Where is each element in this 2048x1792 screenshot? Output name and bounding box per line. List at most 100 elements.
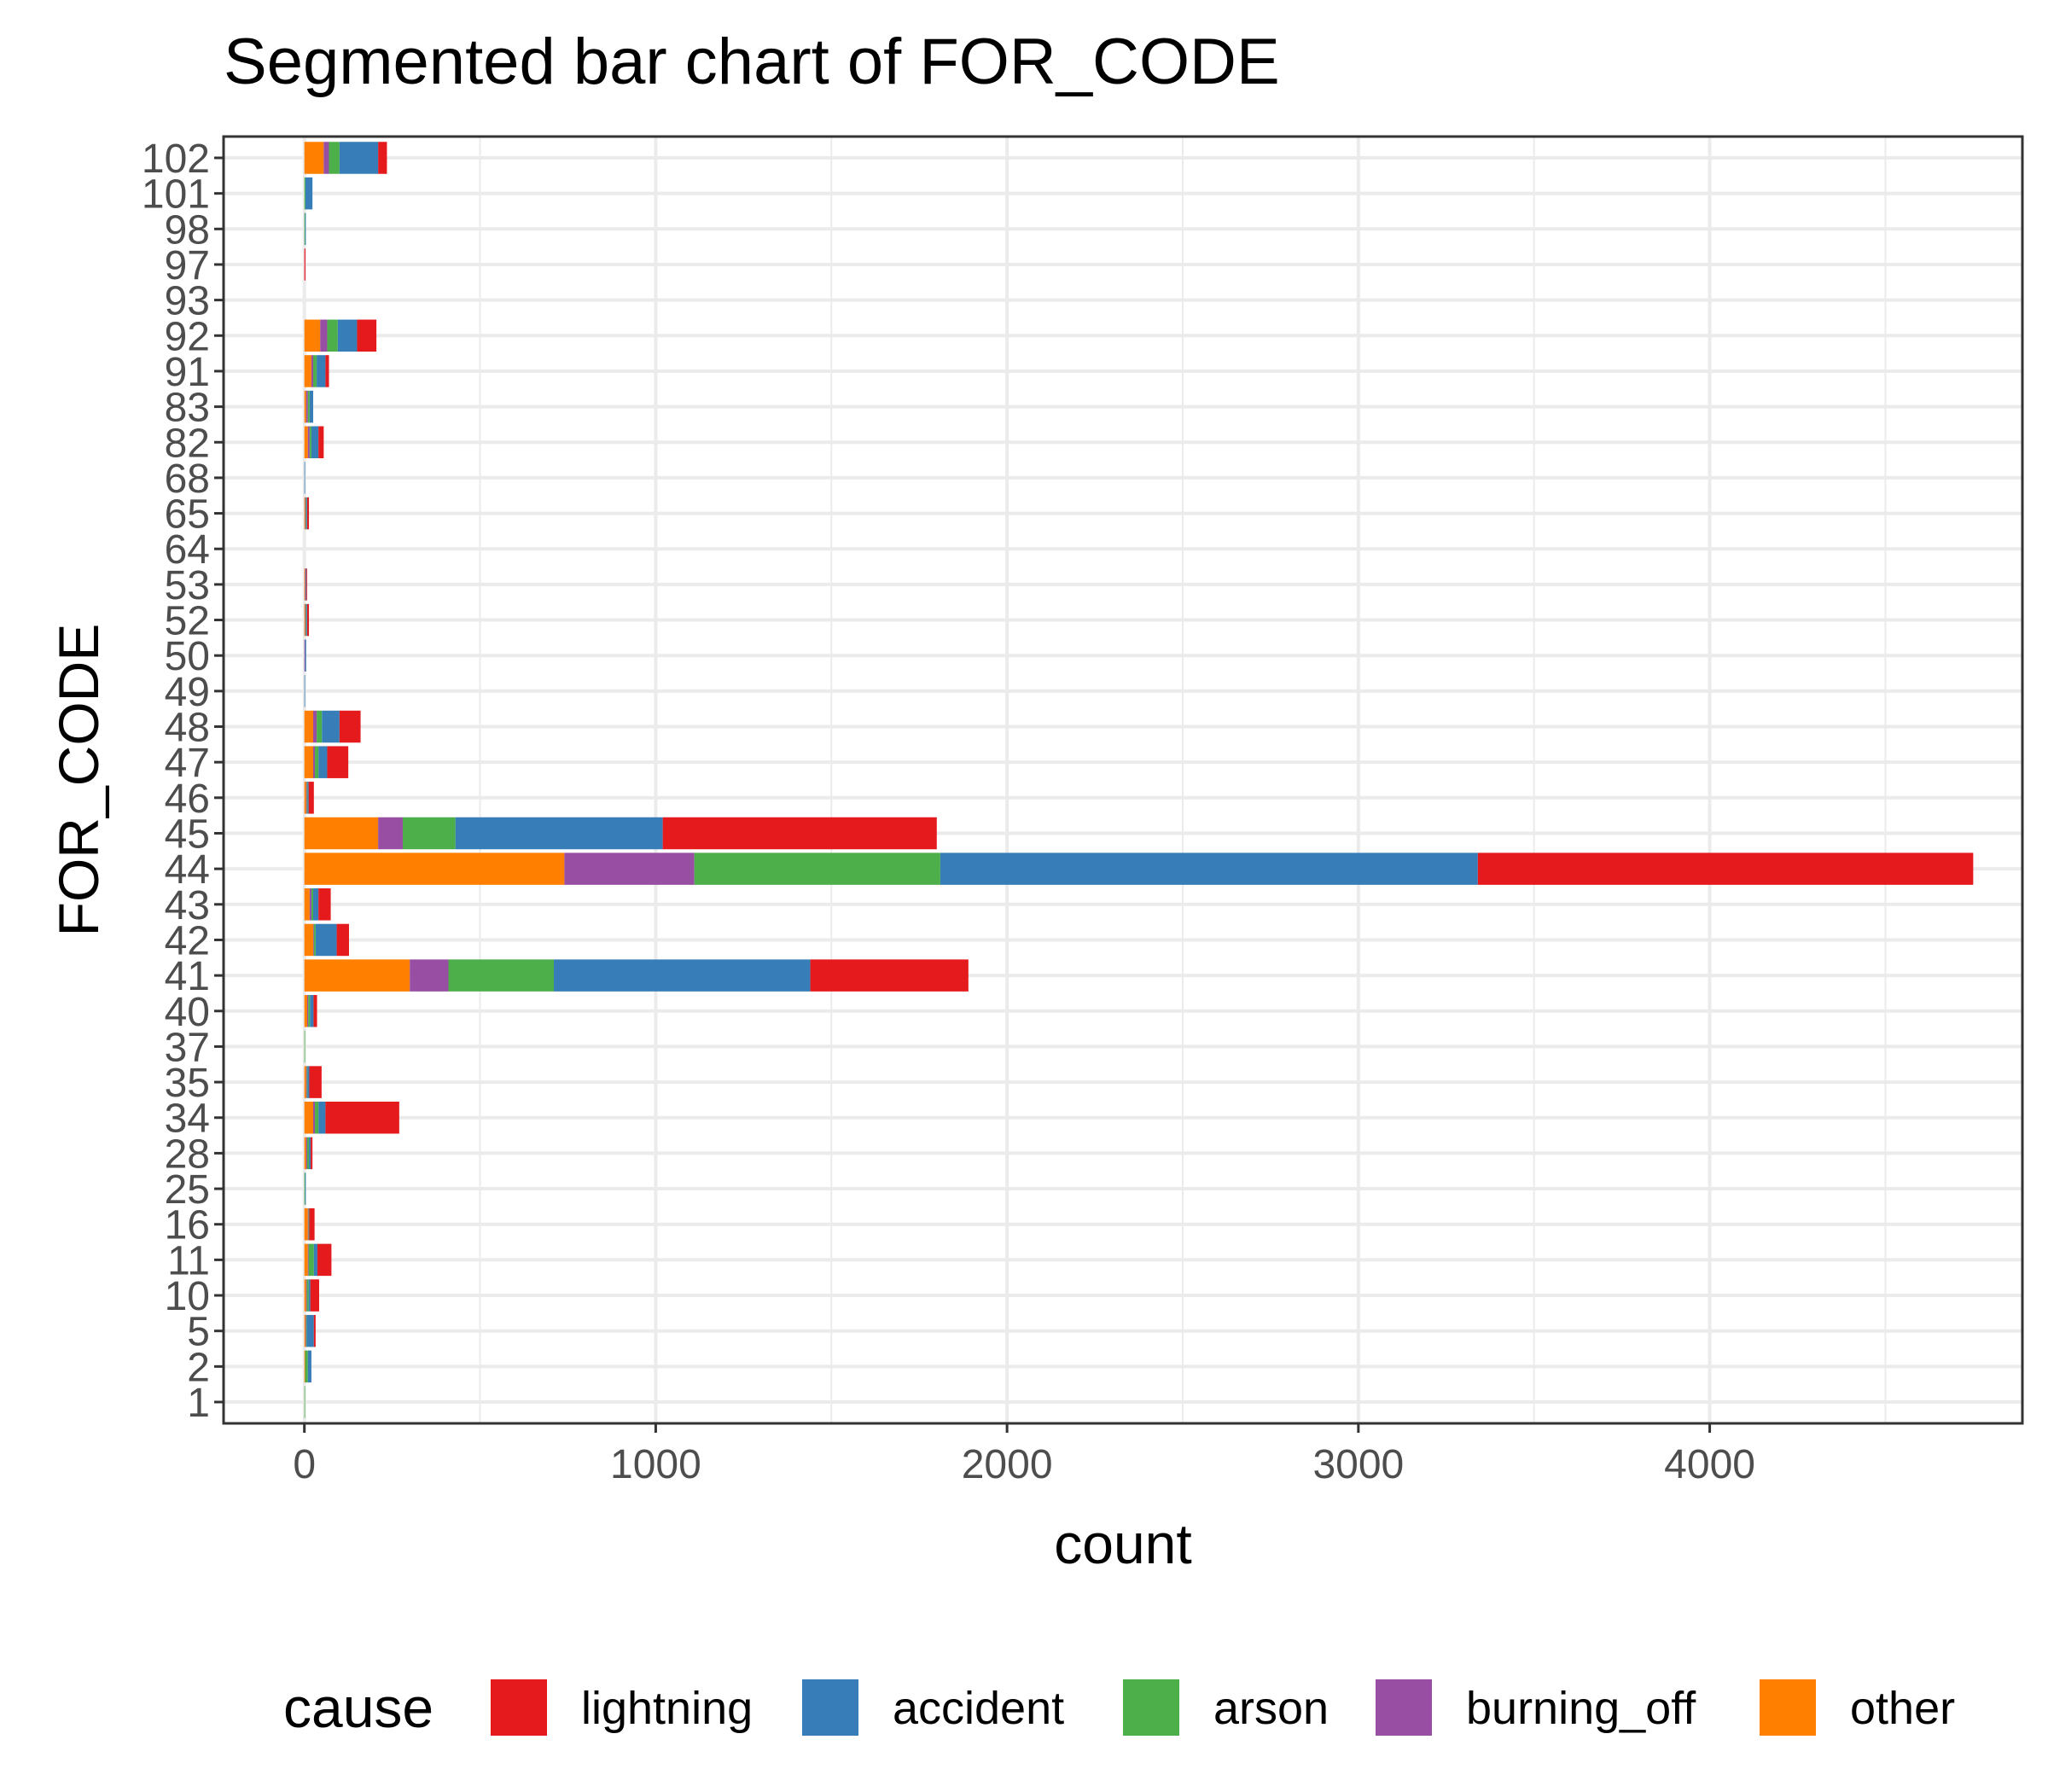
bar-segment-accident-45 bbox=[455, 817, 663, 850]
legend-label-other: other bbox=[1850, 1683, 1955, 1734]
bar-segment-other-45 bbox=[304, 817, 379, 850]
bar-segment-burning_off-45 bbox=[378, 817, 403, 850]
bar-segment-burning_off-41 bbox=[410, 959, 449, 992]
y-tick-label: 28 bbox=[165, 1132, 210, 1177]
bar-segment-burning_off-82 bbox=[307, 426, 310, 458]
bar-segment-arson-91 bbox=[312, 355, 317, 387]
x-axis-title: count bbox=[1054, 1512, 1191, 1575]
bar-segment-lightning-92 bbox=[357, 319, 377, 352]
bar-segment-lightning-43 bbox=[318, 888, 331, 921]
y-axis: 1251011162528343537404142434445464748495… bbox=[142, 137, 224, 1426]
bar-segment-arson-83 bbox=[307, 390, 310, 423]
bar-segment-other-102 bbox=[304, 142, 324, 174]
bar-segment-arson-40 bbox=[308, 995, 311, 1027]
bar-segment-lightning-41 bbox=[810, 959, 969, 992]
bar-segment-burning_off-34 bbox=[312, 1102, 316, 1134]
y-tick-label: 16 bbox=[165, 1203, 210, 1248]
bar-segment-arson-41 bbox=[448, 959, 555, 992]
y-tick-label: 37 bbox=[165, 1025, 210, 1070]
bar-segment-lightning-10 bbox=[310, 1279, 319, 1312]
bar-segment-arson-45 bbox=[402, 817, 456, 850]
y-tick-label: 52 bbox=[165, 599, 210, 644]
bar-segment-accident-44 bbox=[940, 852, 1478, 885]
bar-segment-lightning-34 bbox=[325, 1102, 399, 1134]
y-tick-label: 42 bbox=[165, 918, 210, 963]
bar-segment-accident-65 bbox=[306, 497, 307, 530]
bar-segment-other-42 bbox=[304, 923, 313, 957]
bar-segment-lightning-46 bbox=[308, 782, 314, 814]
chart-title: Segmented bar chart of FOR_CODE bbox=[224, 26, 1280, 98]
y-tick-label: 45 bbox=[165, 812, 210, 857]
bar-segment-arson-92 bbox=[327, 319, 338, 352]
bar-segment-accident-47 bbox=[318, 746, 328, 778]
bar-segment-accident-40 bbox=[310, 995, 314, 1027]
bar-segment-lightning-5 bbox=[313, 1314, 316, 1347]
bar-segment-accident-35 bbox=[307, 1066, 310, 1098]
bar-segment-accident-50 bbox=[305, 639, 306, 672]
x-tick-label: 1000 bbox=[610, 1442, 701, 1487]
bars bbox=[304, 142, 1974, 1418]
bar-segment-arson-16 bbox=[308, 1207, 310, 1241]
legend-label-lightning: lightning bbox=[581, 1683, 753, 1734]
bar-segment-burning_off-102 bbox=[323, 142, 329, 174]
bar-segment-arson-34 bbox=[315, 1102, 319, 1134]
bar-segment-lightning-42 bbox=[336, 923, 349, 957]
bar-segment-accident-28 bbox=[309, 1137, 311, 1170]
y-tick-label: 48 bbox=[165, 706, 210, 751]
bar-segment-accident-11 bbox=[313, 1243, 317, 1277]
bar-segment-other-48 bbox=[304, 710, 313, 743]
y-axis-title: FOR_CODE bbox=[47, 624, 110, 937]
bar-segment-other-35 bbox=[304, 1066, 306, 1098]
y-tick-label: 34 bbox=[165, 1097, 210, 1142]
bar-segment-accident-25 bbox=[305, 1172, 306, 1205]
y-tick-label: 35 bbox=[165, 1061, 210, 1106]
bar-segment-accident-10 bbox=[308, 1279, 311, 1312]
legend-key-accident bbox=[802, 1679, 858, 1736]
bar-segment-burning_off-53 bbox=[305, 568, 306, 601]
y-tick-label: 10 bbox=[165, 1274, 210, 1319]
bar-segment-burning_off-83 bbox=[305, 390, 308, 423]
bar-segment-burning_off-65 bbox=[305, 497, 306, 530]
bar-segment-lightning-16 bbox=[309, 1207, 315, 1241]
y-tick-label: 1 bbox=[187, 1381, 210, 1426]
bar-segment-accident-46 bbox=[307, 782, 309, 814]
y-tick-label: 53 bbox=[165, 563, 210, 608]
legend-key-arson bbox=[1123, 1679, 1179, 1736]
bar-segment-arson-44 bbox=[694, 852, 940, 885]
y-tick-label: 91 bbox=[165, 350, 210, 395]
bar-segment-accident-102 bbox=[339, 142, 379, 174]
y-tick-label: 93 bbox=[165, 279, 210, 324]
bar-segment-arson-11 bbox=[308, 1243, 314, 1277]
bar-segment-arson-65 bbox=[305, 497, 307, 530]
y-tick-label: 47 bbox=[165, 741, 210, 786]
bar-segment-arson-2 bbox=[305, 1350, 308, 1383]
bar-segment-accident-82 bbox=[311, 426, 319, 458]
bar-segment-lightning-11 bbox=[317, 1243, 332, 1277]
bar-segment-burning_off-48 bbox=[312, 710, 317, 743]
y-tick-label: 68 bbox=[165, 457, 210, 502]
y-tick-label: 5 bbox=[187, 1310, 210, 1355]
bar-segment-lightning-44 bbox=[1477, 852, 1974, 885]
y-tick-label: 46 bbox=[165, 777, 210, 822]
bar-segment-lightning-48 bbox=[339, 710, 361, 743]
bar-segment-accident-98 bbox=[305, 212, 306, 246]
bar-segment-burning_off-5 bbox=[305, 1314, 306, 1347]
bar-segment-arson-102 bbox=[329, 142, 340, 174]
y-tick-label: 2 bbox=[187, 1345, 210, 1390]
y-tick-label: 41 bbox=[165, 954, 210, 999]
y-tick-label: 97 bbox=[165, 243, 210, 288]
bar-segment-burning_off-47 bbox=[312, 746, 316, 778]
bar-segment-burning_off-16 bbox=[307, 1207, 309, 1241]
bar-segment-burning_off-10 bbox=[305, 1279, 307, 1312]
legend-label-burning_off: burning_off bbox=[1466, 1683, 1696, 1734]
y-tick-label: 82 bbox=[165, 421, 210, 466]
x-tick-label: 3000 bbox=[1312, 1442, 1404, 1487]
bar-segment-accident-83 bbox=[309, 390, 313, 423]
bar-segment-accident-5 bbox=[306, 1314, 314, 1347]
bar-segment-lightning-35 bbox=[309, 1066, 322, 1098]
bar-segment-lightning-65 bbox=[306, 497, 310, 530]
y-tick-label: 65 bbox=[165, 492, 210, 538]
bar-segment-accident-34 bbox=[318, 1102, 326, 1134]
legend-label-arson: arson bbox=[1213, 1683, 1329, 1734]
